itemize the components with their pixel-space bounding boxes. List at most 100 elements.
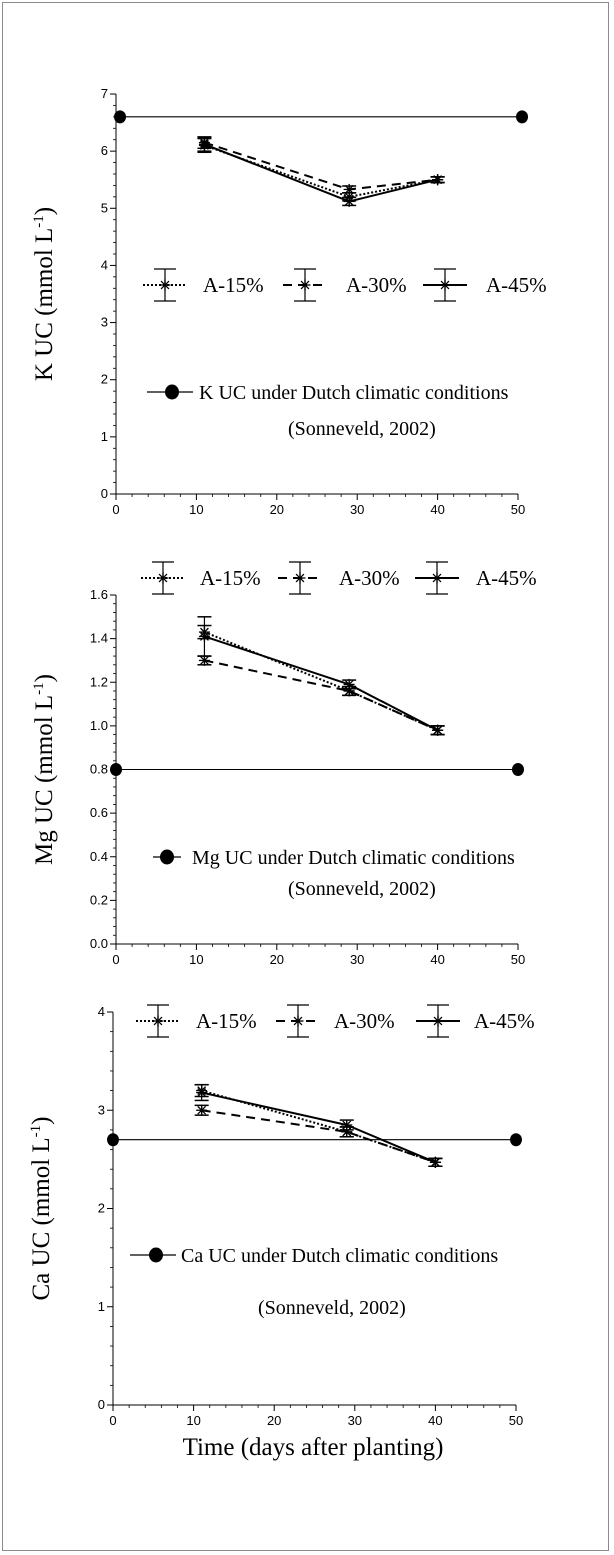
x-tick-label: 10: [189, 952, 203, 967]
reference-legend-marker: [165, 384, 179, 400]
y-tick-label: 1.6: [90, 587, 108, 602]
data-point: [343, 183, 355, 195]
series-A-15%: [197, 624, 445, 736]
y-tick-label: 0.0: [90, 936, 108, 951]
legend-marker-A-15%-star-stroke: [160, 280, 170, 290]
legend-marker-A-15%-star-stroke: [153, 1016, 163, 1026]
data-point-stroke: [197, 1105, 207, 1115]
y-tick-label: 5: [101, 200, 108, 215]
y-axis-label-main: K UC (mmol L: [31, 228, 58, 381]
legend-label: A-15%: [196, 1009, 257, 1033]
x-tick-label: 20: [270, 502, 284, 517]
legend-label: A-45%: [474, 1009, 535, 1033]
data-point-stroke: [433, 175, 443, 185]
legend-marker-A-15%-star: [159, 279, 171, 291]
x-tick-label: 50: [511, 952, 525, 967]
y-axis-label: Mg UC (mmol L-1): [31, 674, 58, 865]
legend-marker-A-45%-star-stroke: [440, 280, 450, 290]
legend-marker-A-15%-star: [152, 1015, 164, 1027]
series-line: [201, 1109, 436, 1164]
data-point: [196, 1104, 208, 1116]
reference-source: (Sonneveld, 2002): [288, 418, 436, 440]
legend-label: A-30%: [334, 1009, 395, 1033]
series-A-15%: [194, 1083, 443, 1168]
y-tick-label: 0.2: [90, 892, 108, 907]
y-tick-label: 1.2: [90, 674, 108, 689]
legend-marker-A-45%-star: [439, 279, 451, 291]
series-A-45%: [197, 616, 445, 736]
y-tick-label: 1.0: [90, 718, 108, 733]
data-point: [429, 1156, 441, 1168]
x-tick-label: 30: [350, 502, 364, 517]
chart-panel-2: 0.0 0.2 0.4 0.6 0.8 1.0 1.2 1.4 1.6 0 10 20 30 40 50 Mg…: [31, 561, 537, 967]
legend-marker-A-30%-star: [299, 279, 311, 291]
reference-point: [114, 110, 127, 124]
x-tick-label: 0: [112, 952, 119, 967]
chart-panel-1: 0 1 2 3 4 5 6 7 0 10 20 30 40 50 K UC (mmol L-1) A-15% A…: [31, 86, 547, 517]
reference-point: [516, 110, 529, 124]
data-point: [196, 1087, 208, 1099]
series-line: [201, 1089, 436, 1164]
data-point-stroke: [200, 632, 209, 641]
y-axis-label-main: Mg UC (mmol L: [31, 695, 58, 865]
data-point: [341, 1119, 353, 1131]
x-tick-label: 40: [428, 1413, 442, 1428]
y-tick-label: 4: [101, 257, 108, 272]
data-point-stroke: [342, 1120, 352, 1130]
legend-marker-A-45%: [423, 268, 467, 302]
y-tick-label: 3: [98, 1102, 105, 1117]
y-tick-label: 0.8: [90, 762, 108, 777]
data-point: [343, 678, 355, 690]
series-A-15%: [197, 137, 445, 203]
x-tick-label: 0: [109, 1413, 116, 1428]
data-point: [432, 174, 444, 186]
y-axis-label-close: ): [31, 674, 58, 682]
legend-marker-A-45%-star: [432, 1015, 444, 1027]
data-point: [198, 138, 210, 150]
legend-marker-A-30%-star-stroke: [295, 573, 305, 583]
series-A-45%: [197, 136, 445, 207]
reference-point: [110, 763, 122, 776]
reference-legend-label: Mg UC under Dutch climatic conditions: [192, 847, 515, 869]
legend-marker-A-45%-star-stroke: [432, 573, 442, 583]
data-point: [343, 195, 355, 207]
data-point: [432, 724, 444, 736]
x-tick-label: 10: [186, 1413, 200, 1428]
y-tick-label: 1.4: [90, 631, 108, 646]
legend-marker-A-30%: [276, 1004, 320, 1038]
series-A-30%: [197, 654, 445, 736]
data-point-stroke: [430, 1157, 440, 1167]
reference-point: [512, 763, 524, 776]
series-A-30%: [194, 1104, 443, 1168]
legend-marker-A-30%-star: [292, 1015, 304, 1027]
y-tick-label: 1: [98, 1299, 105, 1314]
y-axis-label: Ca UC (mmol L-1): [28, 1116, 55, 1300]
x-tick-label: 50: [511, 502, 525, 517]
reference-legend-label: K UC under Dutch climatic conditions: [199, 382, 509, 404]
legend-marker-A-15%: [136, 1004, 180, 1038]
y-tick-label: 0: [98, 1397, 105, 1412]
legend-marker-A-15%: [141, 561, 185, 595]
y-axis-label-close: ): [31, 207, 58, 215]
x-axis-label: Time (days after planting): [183, 1434, 444, 1461]
reference-source: (Sonneveld, 2002): [288, 878, 436, 900]
y-tick-label: 1: [101, 429, 108, 444]
legend-marker-A-15%-star: [157, 572, 169, 584]
legend-marker-A-45%: [415, 561, 459, 595]
series-A-45%: [194, 1083, 443, 1168]
reference-legend-marker: [149, 1247, 163, 1263]
y-axis-label-superscript: -1: [31, 215, 47, 228]
y-tick-label: 0.6: [90, 805, 108, 820]
data-point-stroke: [344, 680, 354, 689]
legend-marker-A-30%-star-stroke: [293, 1016, 303, 1026]
data-point-stroke: [433, 725, 443, 735]
data-point-stroke: [344, 197, 354, 206]
legend-marker-A-30%: [283, 268, 327, 302]
series-line: [204, 659, 439, 732]
x-tick-label: 50: [509, 1413, 523, 1428]
y-axis-label-main: Ca UC (mmol L: [28, 1137, 55, 1300]
reference-legend-label: Ca UC under Dutch climatic conditions: [181, 1245, 498, 1267]
legend-label: A-30%: [346, 273, 407, 297]
